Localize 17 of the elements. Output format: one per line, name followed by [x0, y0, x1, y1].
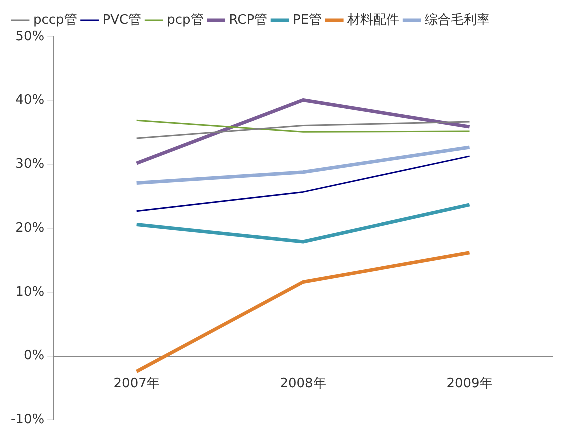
legend-label: pccp管: [34, 12, 78, 28]
y-tick-label: 10%: [16, 284, 45, 300]
legend-label: PE管: [293, 12, 322, 28]
y-tick-label: 30%: [16, 157, 45, 172]
y-tick-label: 20%: [16, 220, 45, 236]
x-tick-label: 2009年: [446, 376, 493, 392]
legend-label: RCP管: [229, 12, 268, 28]
legend-label: pcp管: [167, 12, 204, 28]
y-tick-label: -10%: [10, 412, 45, 428]
y-tick-label: 50%: [16, 29, 45, 44]
x-tick-label: 2007年: [114, 376, 160, 392]
x-tick-label: 2008年: [280, 376, 326, 392]
y-tick-label: 40%: [16, 93, 45, 108]
legend-label: 材料配件: [346, 12, 400, 28]
y-tick-label: 0%: [24, 348, 45, 364]
legend-label: PVC管: [102, 12, 142, 28]
legend-label: 综合毛利率: [425, 12, 490, 28]
